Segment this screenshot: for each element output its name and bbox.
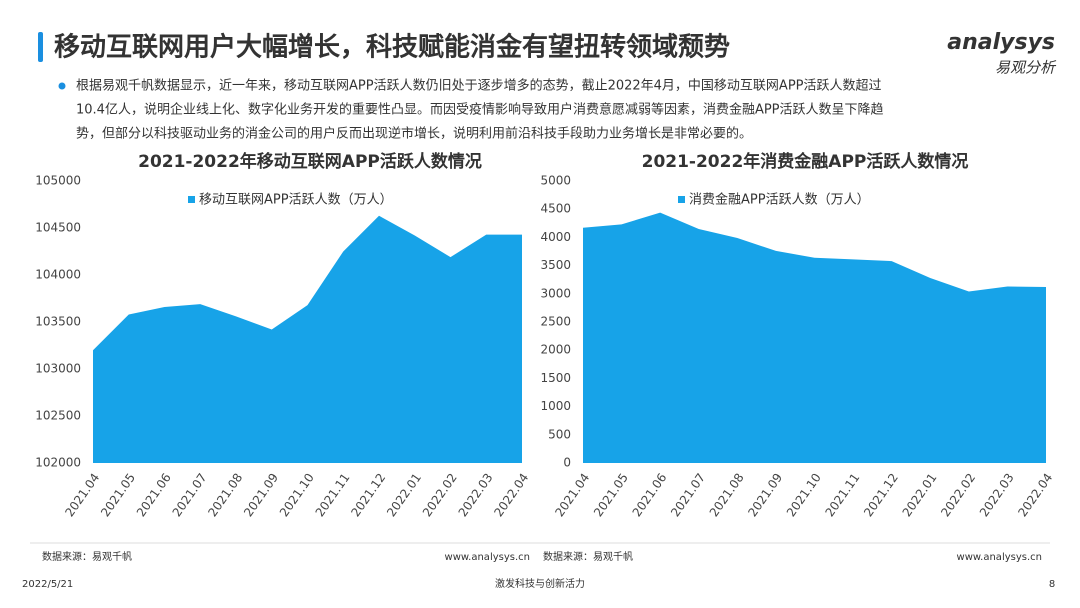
logo-brand: analysys [947,30,1055,55]
y-tick-label: 0 [563,456,571,470]
date: 2022/5/21 [22,579,73,590]
bullet-dot [58,82,66,90]
y-tick-label: 3500 [540,258,571,272]
y-tick-label: 2500 [540,315,571,329]
area [93,215,522,463]
y-tick-label: 5000 [540,174,571,188]
area [583,212,1046,463]
chart-title: 2021-2022年消费金融APP活跃人数情况 [642,151,969,172]
logo-cn: 易观分析 [995,59,1057,77]
legend-swatch [678,196,685,203]
source: 数据来源：易观千帆 [42,550,132,563]
y-tick-label: 102000 [35,456,81,470]
bullet-line: 势，但部分以科技驱动业务的消金公司的用户反而出现逆市增长，说明利用前沿科技手段助… [76,126,752,142]
y-tick-label: 103500 [35,315,81,329]
y-tick-label: 103000 [35,362,81,376]
url: www.analysys.cn [445,552,530,563]
slogan: 激发科技与创新活力 [495,577,585,590]
legend-swatch [188,196,195,203]
y-tick-label: 104000 [35,268,81,282]
y-tick-label: 4000 [540,230,571,244]
legend-label: 移动互联网APP活跃人数（万人） [199,193,393,208]
y-tick-label: 3000 [540,286,571,300]
bullet-line: 10.4亿人，说明企业线上化、数字化业务开发的重要性凸显。而因受疫情影响导致用户… [76,102,884,118]
y-tick-label: 102500 [35,409,81,423]
y-tick-label: 1500 [540,371,571,385]
y-tick-label: 1000 [540,399,571,413]
y-tick-label: 2000 [540,343,571,357]
y-tick-label: 104500 [35,221,81,235]
url: www.analysys.cn [957,552,1042,563]
y-tick-label: 500 [548,427,571,441]
y-tick-label: 4500 [540,202,571,216]
slide-title: 移动互联网用户大幅增长，科技赋能消金有望扭转领域颓势 [54,32,730,63]
y-tick-label: 105000 [35,174,81,188]
source: 数据来源：易观千帆 [543,550,633,563]
legend-label: 消费金融APP活跃人数（万人） [689,192,870,208]
page-number: 8 [1049,579,1055,590]
chart-title: 2021-2022年移动互联网APP活跃人数情况 [138,151,482,172]
bullet-line: 根据易观千帆数据显示，近一年来，移动互联网APP活跃人数仍旧处于逐步增多的态势，… [76,78,882,94]
title-bar [38,32,43,62]
